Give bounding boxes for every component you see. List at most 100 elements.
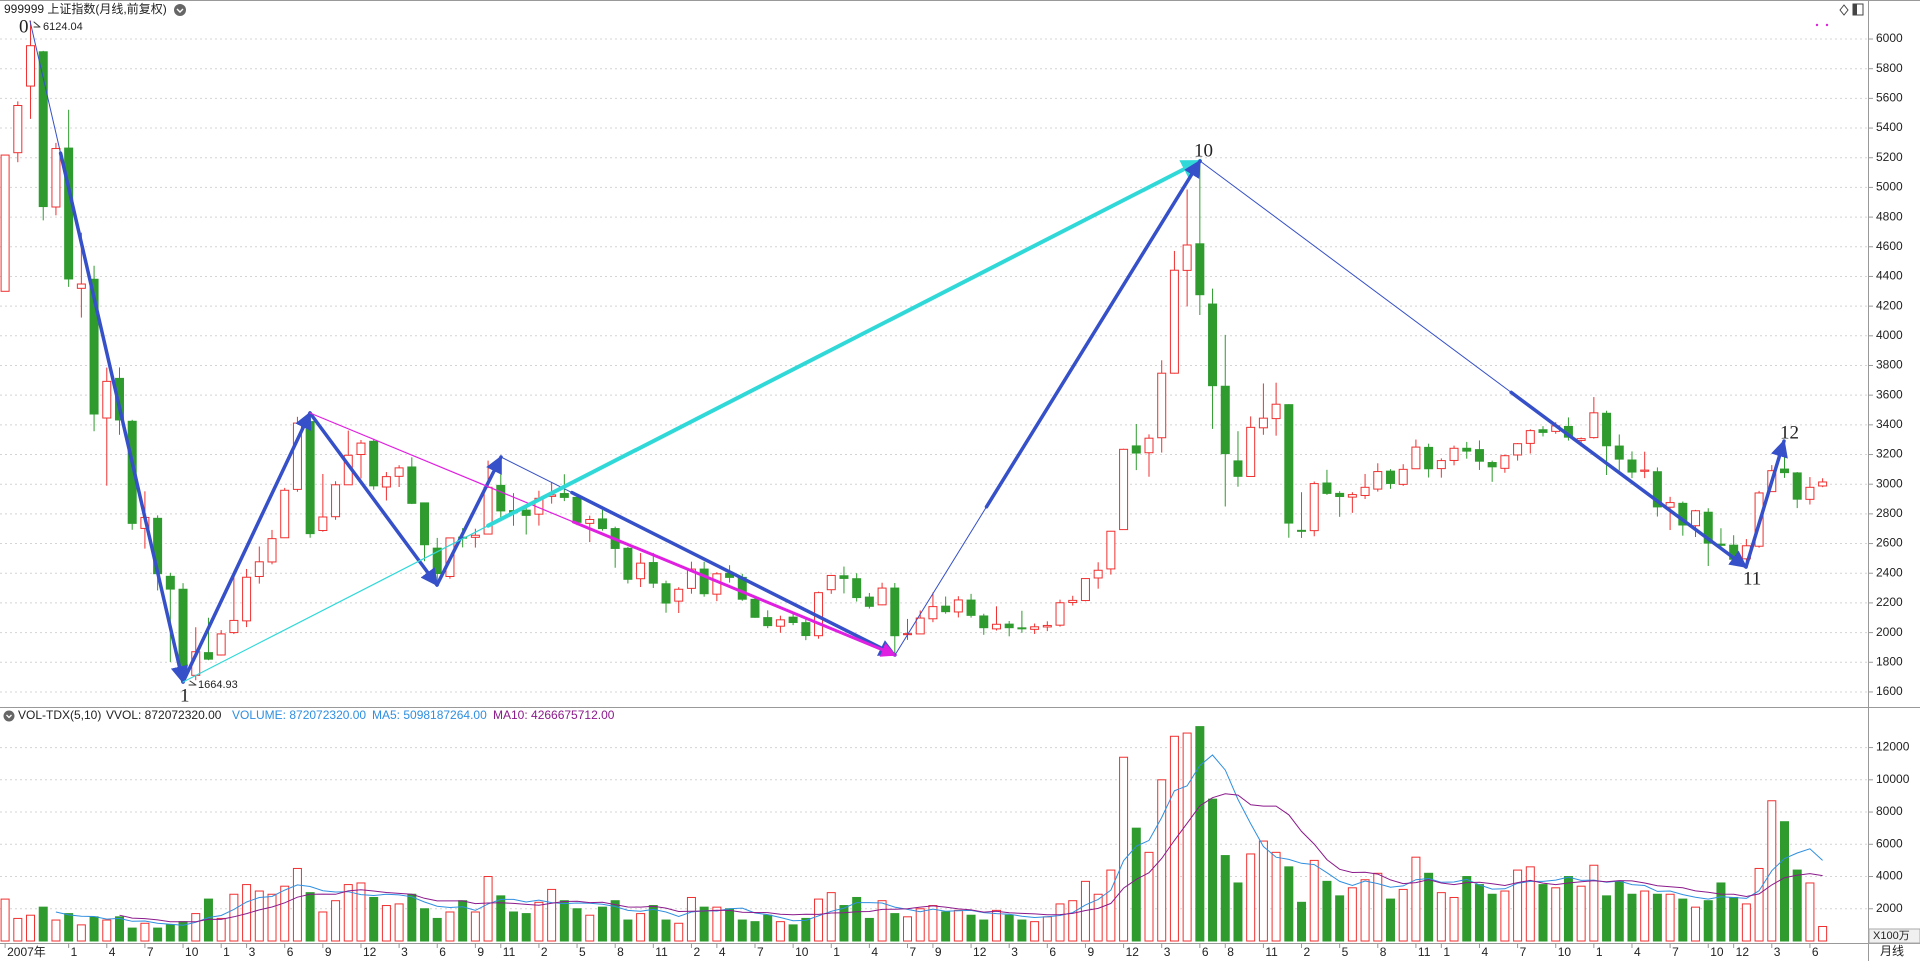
- volume-bar: [1665, 893, 1675, 942]
- x-tick-label: 2: [1304, 945, 1311, 959]
- candle-body: [1347, 494, 1357, 498]
- volume-bar: [394, 903, 404, 942]
- volume-bar: [1703, 900, 1713, 942]
- volume-bar: [496, 895, 506, 942]
- candle-body: [1246, 426, 1256, 477]
- x-tick-label: 1: [833, 945, 840, 959]
- volume-bar: [597, 906, 607, 942]
- candle-body: [864, 596, 874, 607]
- volume-bar: [0, 898, 10, 942]
- x-tick-label: 6: [439, 945, 446, 959]
- y-tick-label: 2000: [1876, 901, 1903, 915]
- volume-bar: [165, 924, 175, 942]
- x-tick-label: 1: [1443, 945, 1450, 959]
- candle-body: [597, 518, 607, 530]
- x-axis: 2007年 1 4 7 10 1 3 6 9 12 3 6 9 11 2 5 8 11 2 4 7 10 1 4 7 9 12 3 6 9…: [4, 943, 1819, 959]
- y-tick-label: 4200: [1876, 298, 1903, 312]
- volume-bar: [534, 901, 544, 942]
- volume-bar: [801, 917, 811, 942]
- volume-bar: [737, 919, 747, 942]
- title-menu-icon[interactable]: [174, 4, 186, 16]
- wave-arrow: [984, 159, 1202, 509]
- volume-bar: [585, 914, 595, 942]
- volume-bar: [1818, 925, 1828, 942]
- candle-body: [801, 622, 811, 637]
- candle-body: [1309, 483, 1319, 532]
- candle-body: [1513, 443, 1523, 456]
- candle-body: [1208, 303, 1218, 387]
- candle-body: [102, 380, 112, 419]
- volume-bar: [648, 905, 658, 942]
- volume-bar: [979, 919, 989, 942]
- x-tick-label: 12: [973, 945, 987, 959]
- volume-bar: [13, 917, 23, 942]
- dot: [1815, 23, 1819, 27]
- volume-bar: [1551, 887, 1561, 942]
- candle-body: [64, 147, 74, 280]
- candle-body: [1818, 481, 1828, 487]
- candle-body: [1691, 510, 1701, 527]
- candle-body: [1004, 623, 1014, 629]
- y-tick-label: 1800: [1876, 654, 1903, 668]
- x-tick-label: 1: [223, 945, 230, 959]
- wave-arrow: [308, 411, 439, 587]
- icon[interactable]: [1839, 4, 1849, 16]
- candle-body: [686, 568, 696, 589]
- volume-bar: [420, 908, 430, 942]
- volume-bar: [191, 913, 201, 942]
- y-tick-label: 3600: [1876, 387, 1903, 401]
- volume-bar: [941, 911, 951, 942]
- candle-body: [318, 516, 328, 531]
- volume-bar: [1271, 851, 1281, 942]
- volume-bar: [89, 916, 99, 942]
- volume-bar: [636, 913, 646, 942]
- icon: [1853, 4, 1857, 15]
- volume-bar: [305, 892, 315, 942]
- candle-body: [229, 619, 239, 634]
- candle-body: [1080, 578, 1090, 602]
- volume-bar: [1538, 884, 1548, 942]
- volume-bar: [674, 922, 684, 942]
- candle-body: [1462, 447, 1472, 452]
- volume-bar: [572, 908, 582, 942]
- volume-bar: [877, 900, 887, 942]
- volume-bar: [852, 896, 862, 942]
- volume-bar: [750, 921, 760, 942]
- candle-body: [1652, 471, 1662, 508]
- volume-bar: [1119, 756, 1129, 942]
- candle-body: [1322, 482, 1332, 494]
- candle-body: [979, 615, 989, 629]
- vol-header: VOLUME: 872072320.00: [232, 708, 366, 722]
- candle-body: [1449, 447, 1459, 461]
- x-tick-label: 2: [541, 945, 548, 959]
- candle-body: [1055, 602, 1065, 626]
- candle-body: [26, 45, 36, 87]
- volume-bar: [1754, 867, 1764, 942]
- y-tick-label: 2400: [1876, 565, 1903, 579]
- y-tick-label: 1600: [1876, 684, 1903, 698]
- volume-bar: [1373, 872, 1383, 942]
- volume-bar: [1360, 879, 1370, 942]
- wave-label: 11: [1743, 568, 1761, 589]
- wave-line: [1199, 160, 1512, 393]
- x-tick-label: 4: [871, 945, 878, 959]
- pointer: [33, 21, 41, 28]
- vol-menu-icon[interactable]: [3, 710, 15, 722]
- volume-bar: [1602, 895, 1612, 942]
- volume-bar: [1131, 827, 1141, 942]
- volume-bar: [369, 896, 379, 942]
- volume-bar: [547, 888, 557, 942]
- x-tick-label: 5: [579, 945, 586, 959]
- wave-arrow: [1744, 439, 1788, 569]
- x-tick-label: 2007年: [7, 945, 46, 959]
- volume-bar: [1792, 869, 1802, 942]
- pointer: [188, 680, 197, 686]
- unit-box: [1868, 928, 1920, 944]
- wave-label: 1: [180, 685, 190, 706]
- x-tick-label: 6: [1049, 945, 1056, 959]
- volume-bar: [1424, 872, 1434, 942]
- volume-bar: [699, 906, 709, 942]
- volume-bar: [1716, 882, 1726, 942]
- y-tick-label: 2600: [1876, 536, 1903, 550]
